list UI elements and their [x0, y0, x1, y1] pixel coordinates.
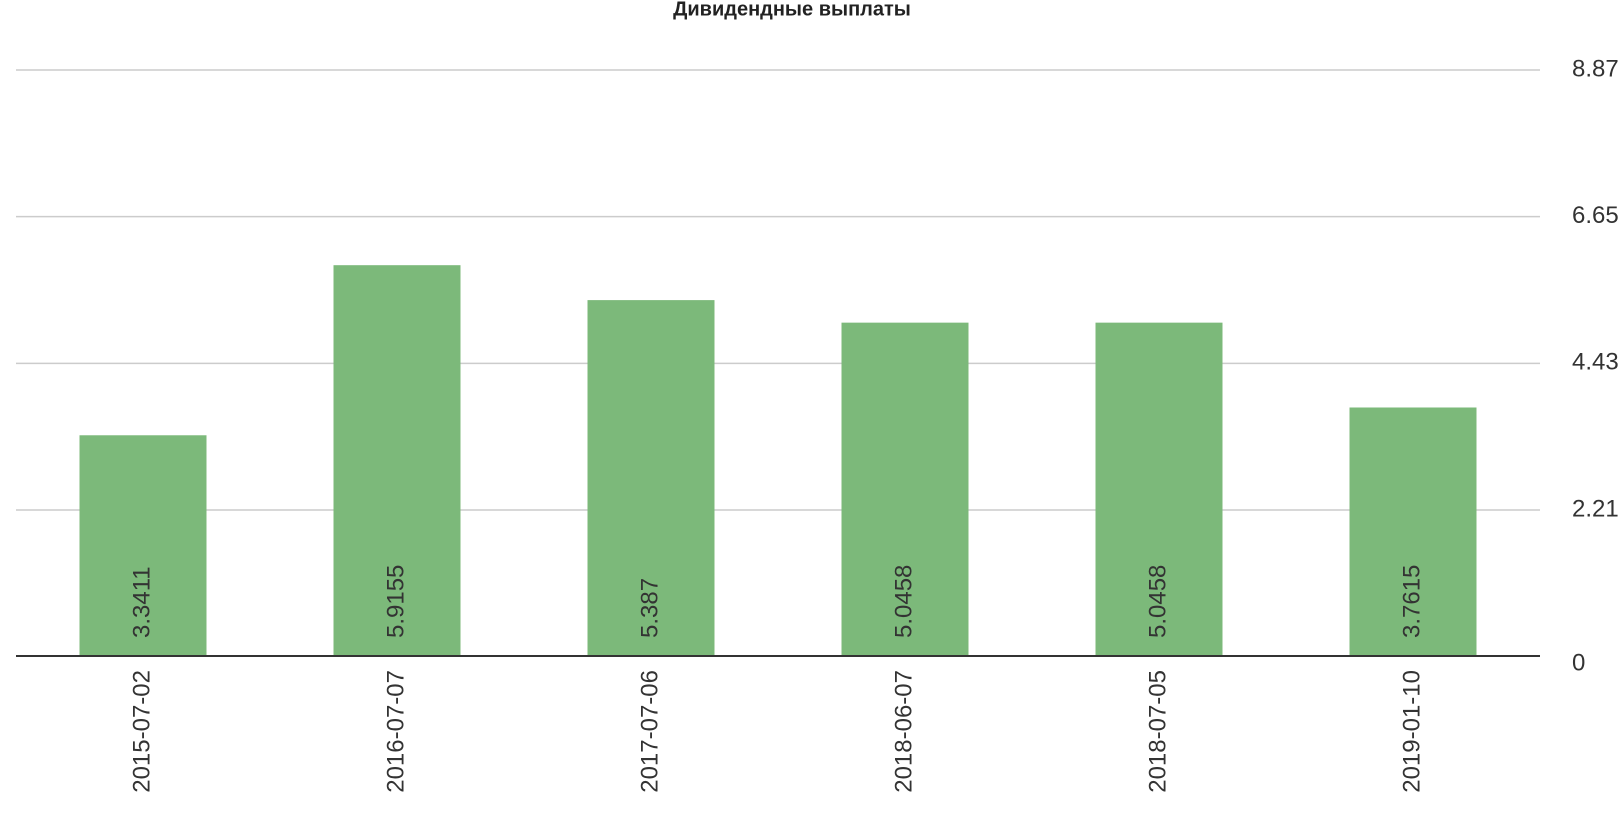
- y-tick-label: 0: [1572, 649, 1585, 676]
- y-tick-label: 2.21: [1572, 495, 1619, 522]
- x-tick-label: 2017-07-06: [636, 670, 663, 793]
- bar: [1349, 407, 1477, 656]
- x-tick-label: 2016-07-07: [382, 670, 409, 793]
- value-label: 5.0458: [890, 565, 917, 638]
- y-tick-label: 8.87: [1572, 55, 1619, 82]
- bar: [841, 322, 969, 656]
- bar: [587, 300, 715, 656]
- x-tick-label: 2018-06-07: [890, 670, 917, 793]
- value-label: 5.387: [636, 578, 663, 638]
- bar: [333, 265, 461, 656]
- y-tick-label: 4.43: [1572, 349, 1619, 376]
- value-label: 5.9155: [382, 565, 409, 638]
- y-tick-label: 6.65: [1572, 202, 1619, 229]
- x-tick-label: 2019-01-10: [1398, 670, 1425, 793]
- bar: [1095, 322, 1223, 656]
- value-label: 3.7615: [1398, 565, 1425, 638]
- chart-title: Дивидендные выплаты: [673, 0, 911, 20]
- x-tick-label: 2015-07-02: [128, 670, 155, 793]
- value-label: 5.0458: [1144, 565, 1171, 638]
- bar: [79, 435, 207, 656]
- x-tick-label: 2018-07-05: [1144, 670, 1171, 793]
- value-label: 3.3411: [128, 566, 155, 638]
